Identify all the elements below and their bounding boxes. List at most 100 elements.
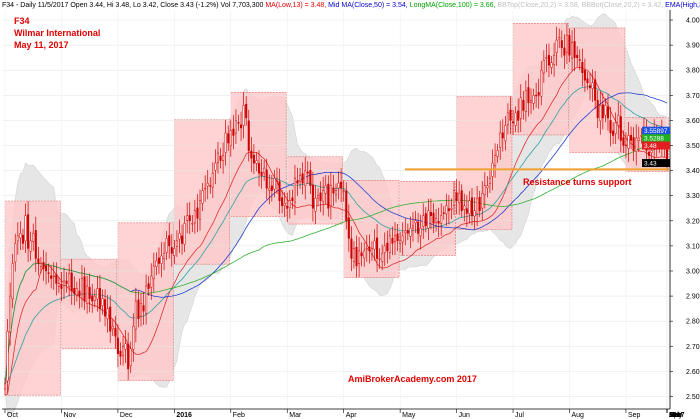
x-tick-label: Feb xyxy=(669,412,681,419)
candle-body xyxy=(263,167,266,174)
candle-body xyxy=(442,212,445,214)
candle-body xyxy=(165,238,168,253)
candle-body xyxy=(160,255,163,264)
candle-body xyxy=(11,263,14,300)
candle-body xyxy=(486,185,489,189)
candle-body xyxy=(281,197,284,206)
candle-body xyxy=(204,187,207,190)
candle-body xyxy=(637,137,640,141)
candle-body xyxy=(565,34,568,53)
candle-body xyxy=(119,350,122,357)
price-badge: 3.48 xyxy=(642,141,670,150)
chart-title-name: Wilmar International xyxy=(14,28,100,38)
candle-body xyxy=(111,325,114,330)
candle-body xyxy=(368,246,371,252)
candle-body xyxy=(296,180,299,184)
candle-body xyxy=(183,223,186,245)
candle-body xyxy=(178,233,181,240)
candle-body xyxy=(47,272,50,274)
candle-body xyxy=(360,252,363,257)
candle-body xyxy=(301,173,304,184)
candle-body xyxy=(3,383,7,390)
candle-body xyxy=(329,185,332,207)
candle-body xyxy=(314,197,317,212)
price-badge: 3.5288 xyxy=(642,134,670,143)
candle-body xyxy=(86,285,89,304)
y-tick-label: 3.80 xyxy=(686,68,700,75)
candle-body xyxy=(193,210,196,224)
price-badge: 3.55897 xyxy=(642,126,670,135)
candle-body xyxy=(563,47,566,56)
candle-body xyxy=(537,92,540,96)
candle-body xyxy=(386,242,389,252)
candle-body xyxy=(288,200,291,208)
candle-body xyxy=(622,137,625,146)
candle-body xyxy=(447,208,450,212)
candle-body xyxy=(155,260,158,267)
candle-body xyxy=(604,105,607,116)
candle-body xyxy=(145,285,148,314)
x-tick-label: Mar xyxy=(669,412,682,419)
candle-body xyxy=(147,283,150,289)
candle-body xyxy=(478,196,481,212)
candle-body xyxy=(14,243,17,263)
candle-body xyxy=(422,215,425,227)
price-badge-label: 3.48 xyxy=(644,143,657,150)
candle-body xyxy=(57,283,60,287)
candle-body xyxy=(470,197,474,217)
candle-body xyxy=(627,135,630,149)
x-tick-label: Jun xyxy=(459,412,470,419)
candle-body xyxy=(334,190,338,196)
price-badge-bg xyxy=(642,134,670,143)
candle-body xyxy=(175,240,178,247)
monthly-range-box xyxy=(456,96,513,230)
x-tick-label: May xyxy=(669,412,683,419)
candle-body xyxy=(247,120,250,151)
candle-body xyxy=(173,248,176,257)
candle-body xyxy=(93,295,96,301)
candle-body xyxy=(453,190,456,207)
candle-body xyxy=(322,190,325,202)
candle-body xyxy=(270,185,273,191)
candle-body xyxy=(114,328,117,337)
candle-body xyxy=(252,154,255,164)
candle-body xyxy=(363,250,366,259)
candle-body xyxy=(224,132,227,153)
candle-body xyxy=(50,275,53,279)
candle-body xyxy=(237,122,240,124)
candle-body xyxy=(37,258,40,264)
candle-body xyxy=(512,121,515,124)
candle-body xyxy=(106,308,109,320)
header-segment: Mid MA(Close,50) = 3.54, xyxy=(326,2,408,9)
candle-body xyxy=(265,169,268,189)
candle-body xyxy=(494,155,497,167)
candle-body xyxy=(411,225,415,229)
candle-body xyxy=(152,265,155,280)
candle-body xyxy=(393,235,397,242)
header-segment: MA(Low,13) = 3.48, xyxy=(263,2,326,9)
candle-body xyxy=(127,343,130,370)
candle-body xyxy=(614,122,617,134)
candle-body xyxy=(129,348,132,367)
candle-body xyxy=(209,185,212,187)
candle-body xyxy=(286,205,289,209)
candle-body xyxy=(458,192,461,203)
candle-body xyxy=(219,155,222,161)
candle-body xyxy=(27,214,30,249)
candle-body xyxy=(599,105,602,122)
candle-body xyxy=(535,94,538,97)
candle-body xyxy=(612,130,615,136)
candle-body xyxy=(306,171,309,174)
candle-body xyxy=(275,180,279,182)
support-annotation: Resistance turns support xyxy=(523,177,632,187)
candle-body xyxy=(583,70,586,81)
price-badge-label: 3.55897 xyxy=(644,128,668,135)
candle-body xyxy=(635,137,638,152)
chart-title-symbol: F34 xyxy=(14,16,30,26)
candle-body xyxy=(16,235,19,242)
y-tick-label: 3.30 xyxy=(686,193,700,200)
x-tick-label: Dec xyxy=(120,412,133,419)
candle-body xyxy=(352,248,355,262)
candle-body xyxy=(406,230,409,234)
candle-body xyxy=(201,190,204,204)
